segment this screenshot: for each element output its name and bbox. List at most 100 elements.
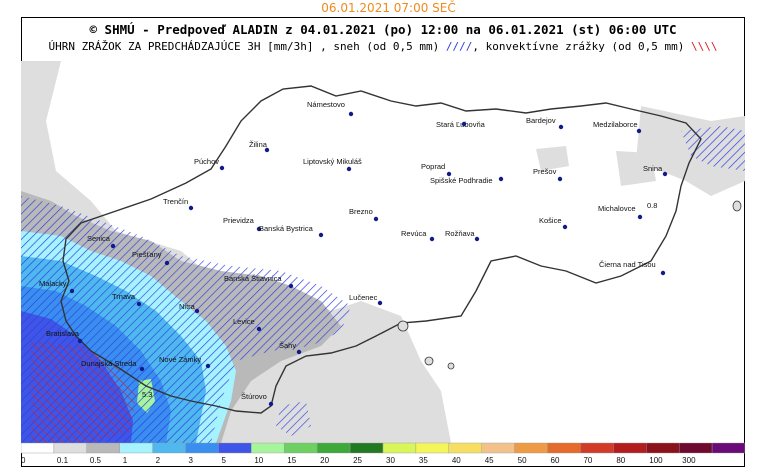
city-snina: Snina bbox=[643, 164, 668, 177]
legend-swatch bbox=[152, 442, 186, 454]
legend-label: 45 bbox=[485, 456, 494, 465]
svg-text:Banská Štiavnica: Banská Štiavnica bbox=[224, 274, 282, 283]
legend-swatch bbox=[86, 442, 120, 454]
legend-label: 25 bbox=[353, 456, 362, 465]
legend-label: 20 bbox=[320, 456, 329, 465]
legend-label: 70 bbox=[583, 456, 592, 465]
city-lucenec: Lučenec bbox=[349, 293, 383, 306]
svg-text:Čierna nad Tisou: Čierna nad Tisou bbox=[599, 260, 656, 269]
svg-text:Malacky: Malacky bbox=[39, 279, 67, 288]
svg-text:Nové Zámky: Nové Zámky bbox=[159, 355, 201, 364]
svg-text:Nitra: Nitra bbox=[179, 302, 196, 311]
city-banska-bystrica: Banská Bystrica bbox=[259, 224, 324, 238]
legend-swatch bbox=[580, 442, 614, 454]
svg-text:Košice: Košice bbox=[539, 216, 562, 225]
legend-swatch bbox=[646, 442, 680, 454]
legend-swatch bbox=[251, 442, 285, 454]
subtitle-main: ÚHRN ZRÁŽOK ZA PREDCHÁDZAJÚCE 3H [mm/3h]… bbox=[48, 40, 440, 53]
city-roznava: Rožňava bbox=[445, 229, 480, 242]
city-kosice: Košice bbox=[539, 216, 568, 230]
svg-text:Spišské Podhradie: Spišské Podhradie bbox=[430, 176, 493, 185]
map-subtitle: ÚHRN ZRÁŽOK ZA PREDCHÁDZAJÚCE 3H [mm/3h]… bbox=[22, 40, 744, 53]
svg-text:Prešov: Prešov bbox=[533, 167, 557, 176]
city-senica: Senica bbox=[87, 234, 116, 249]
legend-swatch bbox=[284, 442, 318, 454]
svg-text:Brezno: Brezno bbox=[349, 207, 373, 216]
svg-text:Stará Ľubovňa: Stará Ľubovňa bbox=[436, 120, 486, 129]
legend-label: 5 bbox=[221, 456, 226, 465]
svg-text:Šahy: Šahy bbox=[279, 341, 296, 350]
city-prievidza: Prievidza bbox=[223, 216, 262, 232]
svg-text:Liptovský Mikuláš: Liptovský Mikuláš bbox=[303, 157, 362, 166]
svg-text:Žilina: Žilina bbox=[249, 140, 268, 149]
legend-label: 60 bbox=[551, 456, 560, 465]
city-banska-stiavnica: Banská Štiavnica bbox=[224, 274, 294, 289]
city-bratislava: Bratislava bbox=[46, 329, 83, 344]
legend-label: 35 bbox=[419, 456, 428, 465]
city-brezno: Brezno bbox=[349, 207, 379, 222]
city-cierna-nad-tisou: Čierna nad Tisou bbox=[599, 260, 666, 276]
city-sturovo: Štúrovo bbox=[241, 392, 274, 407]
svg-text:Bratislava: Bratislava bbox=[46, 329, 80, 338]
svg-text:Poprad: Poprad bbox=[421, 162, 445, 171]
city-trencin: Trenčín bbox=[163, 197, 194, 211]
svg-text:Štúrovo: Štúrovo bbox=[241, 392, 267, 401]
legend-swatch bbox=[481, 442, 515, 454]
legend-label: 50 bbox=[518, 456, 527, 465]
city-poprad: Poprad bbox=[421, 162, 452, 177]
precipitation-fields bbox=[21, 61, 745, 443]
precipitation-legend: 0 0.1 0.5 1 2 3 5 10 15 20 25 30 35 40 45 50 60 70 80 100 30… bbox=[21, 442, 745, 465]
legend-label: 1 bbox=[123, 456, 128, 465]
legend-swatch bbox=[678, 442, 713, 454]
svg-text:Revúca: Revúca bbox=[401, 229, 427, 238]
city-piestany: Piešťany bbox=[132, 250, 170, 266]
legend-label: 15 bbox=[287, 456, 296, 465]
legend-swatch bbox=[218, 442, 252, 454]
legend-swatch bbox=[711, 442, 745, 454]
city-liptovsky-mikulas: Liptovský Mikuláš bbox=[303, 157, 362, 172]
snow-hatch-symbol: //// bbox=[445, 40, 473, 53]
convective-hatch-symbol: \\\\ bbox=[690, 40, 718, 53]
city-malacky: Malacky bbox=[39, 279, 75, 294]
svg-text:Bardejov: Bardejov bbox=[526, 116, 556, 125]
legend-swatch bbox=[316, 442, 351, 454]
forecast-timestamp: 06.01.2021 07:00 SEČ bbox=[321, 1, 456, 15]
city-nove-zamky: Nové Zámky bbox=[159, 355, 211, 369]
city-stara-lubovna: Stará Ľubovňa bbox=[436, 120, 486, 129]
legend-swatch bbox=[185, 442, 219, 454]
legend-swatch bbox=[547, 442, 581, 454]
svg-text:Rožňava: Rožňava bbox=[445, 229, 475, 238]
svg-text:Piešťany: Piešťany bbox=[132, 250, 162, 259]
city-dunajska-streda: Dunajská Streda bbox=[81, 359, 145, 372]
legend-swatch bbox=[119, 442, 153, 454]
legend-label: 40 bbox=[452, 456, 461, 465]
city-trnava: Trnava bbox=[112, 292, 142, 307]
city-bardejov: Bardejov bbox=[526, 116, 564, 130]
precipitation-map: Námestovo Stará Ľubovňa Bardejov Medzila… bbox=[21, 61, 745, 465]
legend-swatch bbox=[415, 442, 450, 454]
svg-text:Trenčín: Trenčín bbox=[163, 197, 188, 206]
legend-label: 300 bbox=[682, 456, 696, 465]
legend-label: 30 bbox=[386, 456, 395, 465]
svg-text:Prievidza: Prievidza bbox=[223, 216, 255, 225]
city-michalovce: Michalovce bbox=[598, 204, 643, 220]
city-namestovo: Námestovo bbox=[307, 100, 354, 117]
value-annotation: 0.8 bbox=[647, 201, 657, 210]
legend-swatch bbox=[514, 442, 548, 454]
legend-label: 0 bbox=[21, 456, 26, 465]
legend-swatch bbox=[382, 442, 417, 454]
svg-text:Banská Bystrica: Banská Bystrica bbox=[259, 224, 314, 233]
legend-swatch bbox=[448, 442, 482, 454]
svg-text:Levice: Levice bbox=[233, 317, 255, 326]
svg-text:Snina: Snina bbox=[643, 164, 663, 173]
city-medzilaborce: Medzilaborce bbox=[593, 120, 642, 134]
map-title: © SHMÚ - Predpoveď ALADIN z 04.01.2021 (… bbox=[89, 22, 677, 37]
city-nitra: Nitra bbox=[179, 302, 200, 314]
legend-label: 10 bbox=[254, 456, 263, 465]
city-markers: Námestovo Stará Ľubovňa Bardejov Medzila… bbox=[39, 100, 668, 407]
subtitle-convective: , konvektívne zrážky (od 0,5 mm) bbox=[472, 40, 685, 53]
legend-label: 0.1 bbox=[57, 456, 69, 465]
legend-swatch bbox=[53, 442, 88, 454]
slovakia-border bbox=[60, 85, 702, 414]
legend-label: 80 bbox=[616, 456, 625, 465]
